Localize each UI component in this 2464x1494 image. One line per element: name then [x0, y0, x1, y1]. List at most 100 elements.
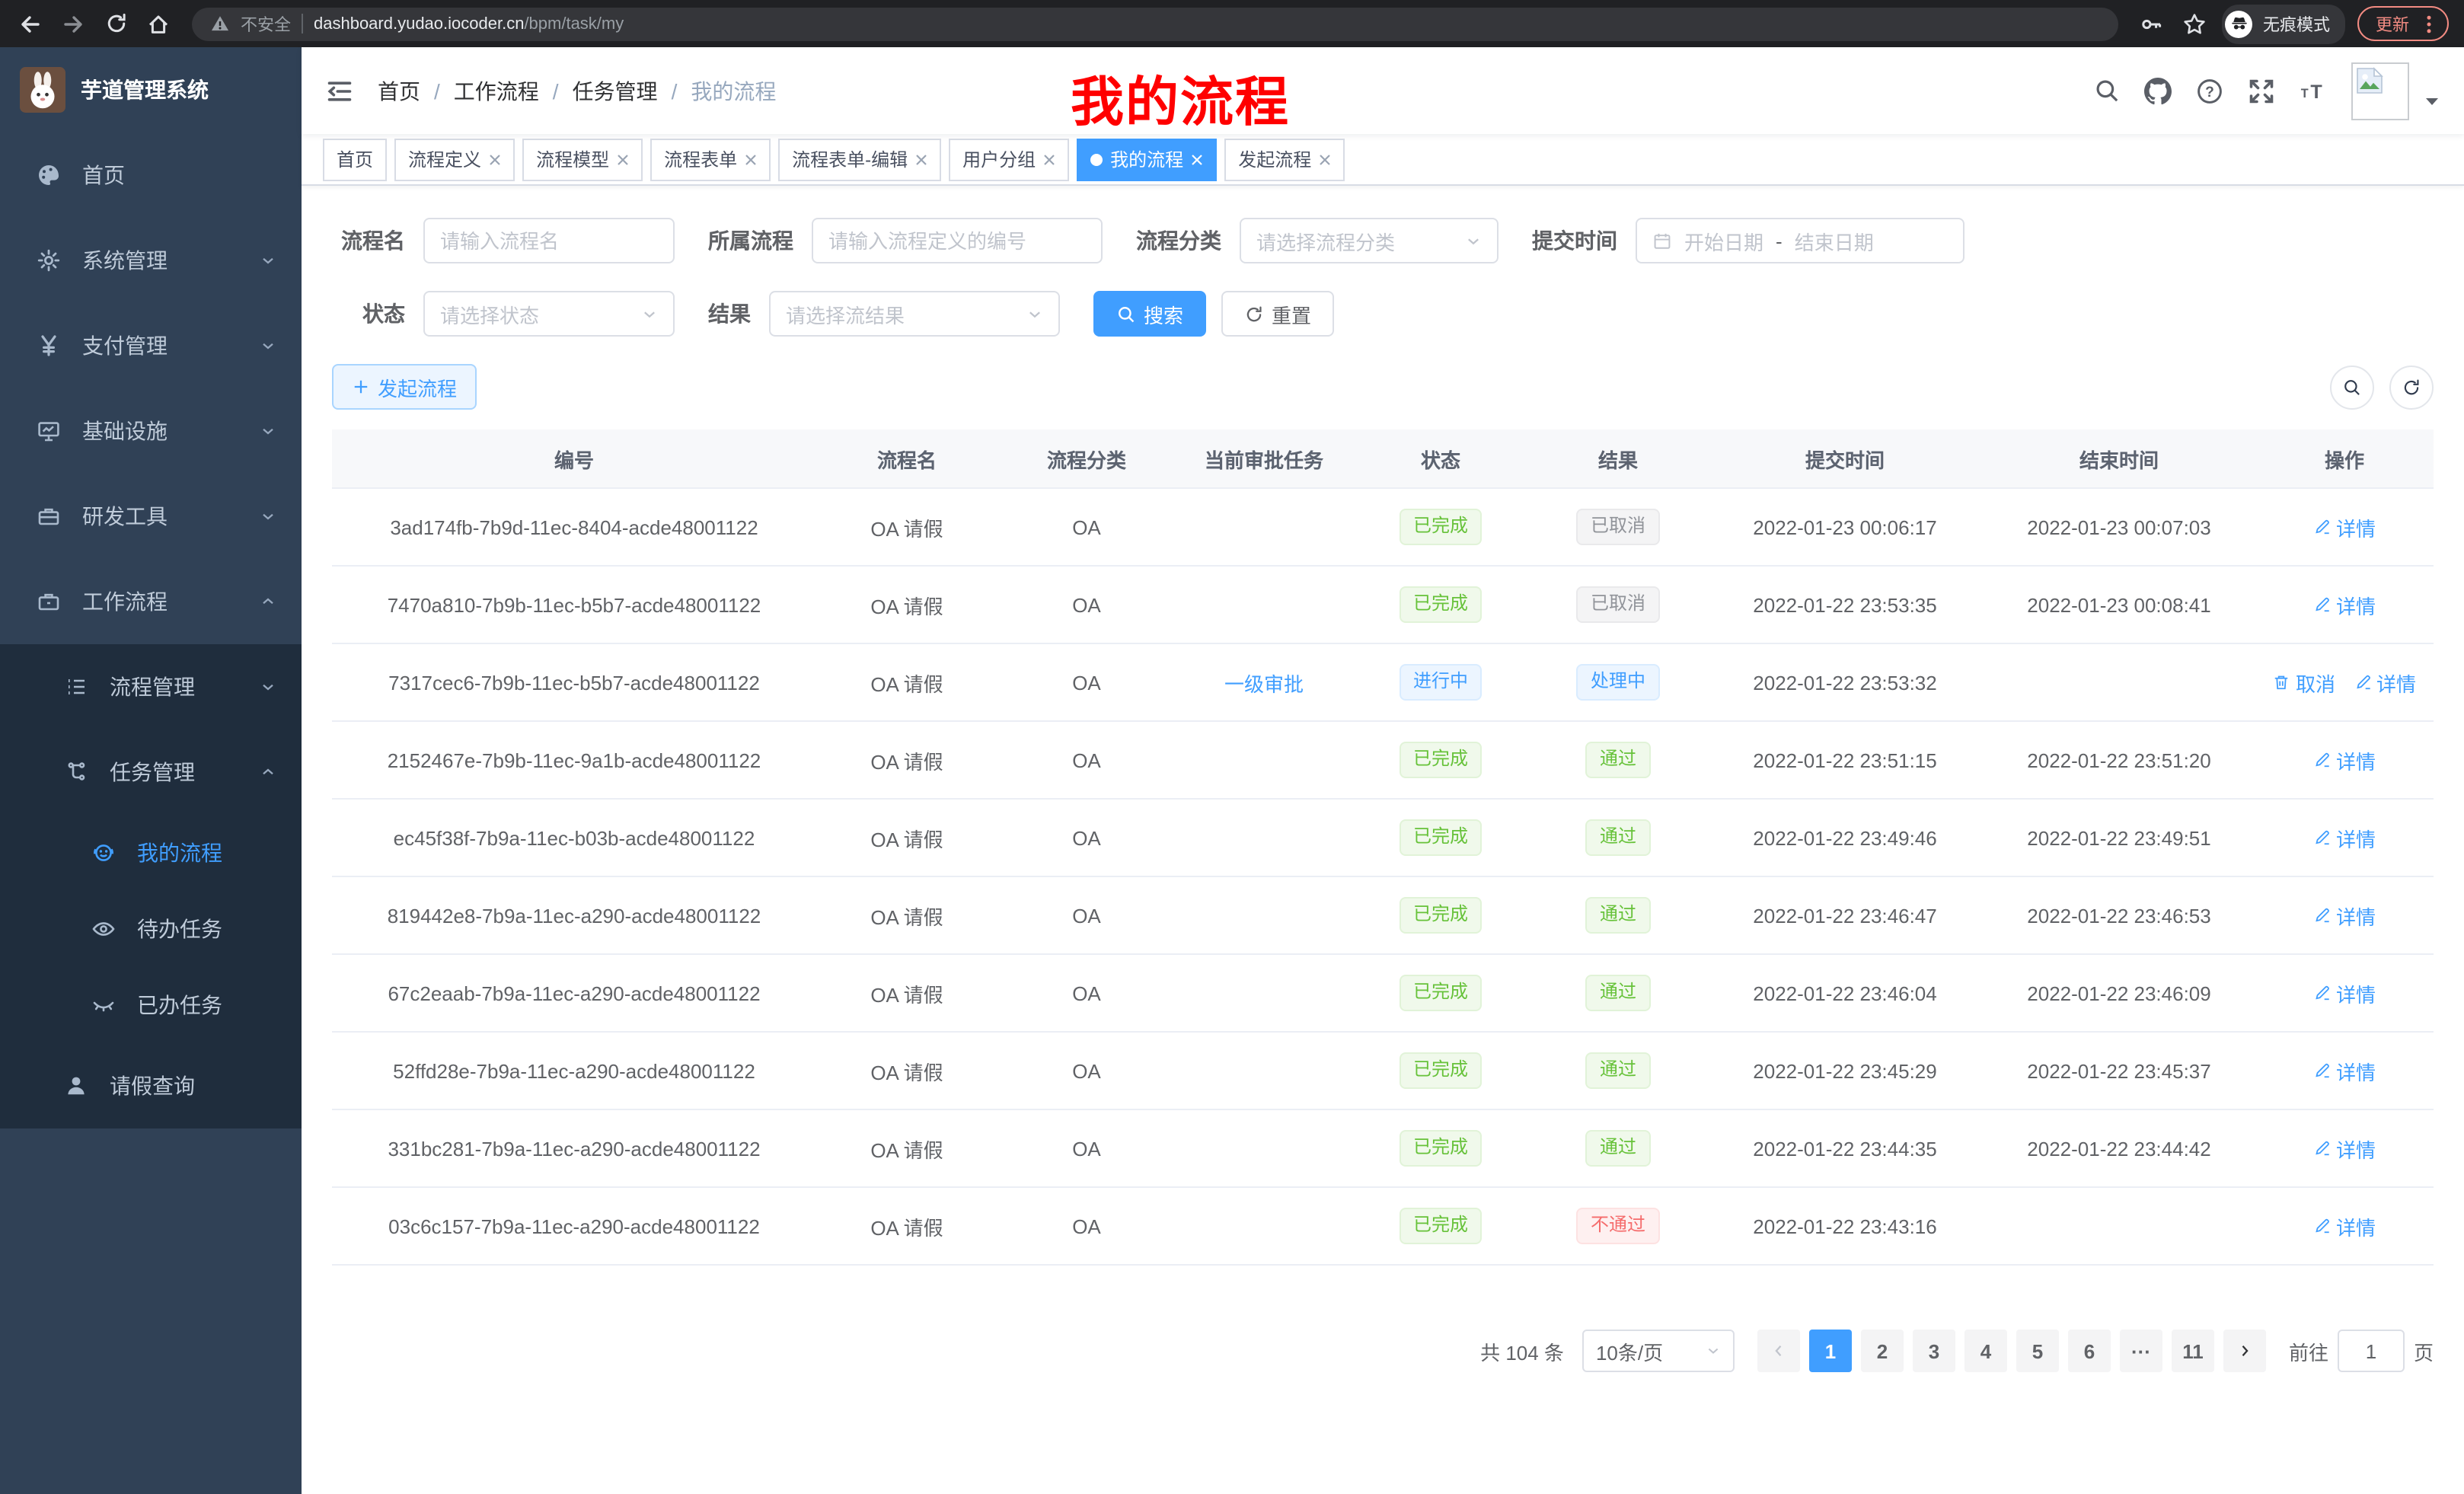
sidebar-item-todo-tasks[interactable]: 待办任务 [0, 891, 302, 967]
tab-process-form-edit[interactable]: 流程表单-编辑 [778, 138, 942, 180]
page-button-1[interactable]: 1 [1808, 1330, 1852, 1372]
search-button[interactable]: 搜索 [1093, 291, 1207, 337]
page-size-select[interactable]: 10条/页 [1581, 1330, 1735, 1372]
briefcase-icon [37, 589, 61, 614]
detail-link[interactable]: 详情 [2313, 745, 2376, 774]
process-name-input[interactable] [423, 218, 675, 263]
cell-end-time: 2022-01-22 23:51:20 [1983, 721, 2255, 800]
help-icon[interactable]: ? [2196, 77, 2223, 104]
browser-reload-icon[interactable] [101, 8, 131, 39]
detail-link[interactable]: 详情 [2313, 590, 2376, 619]
edit-icon [2356, 675, 2370, 690]
tab-user-group[interactable]: 用户分组 [949, 138, 1070, 180]
refresh-table-button[interactable] [2389, 365, 2434, 409]
sidebar-item-task-management[interactable]: 任务管理 [0, 729, 302, 815]
goto-label: 前往 [2288, 1341, 2328, 1364]
page-button-11[interactable]: 11 [2171, 1330, 2214, 1372]
browser-forward-icon[interactable] [58, 8, 88, 39]
sidebar-item-label: 支付管理 [82, 334, 168, 358]
tab-home[interactable]: 首页 [323, 138, 388, 180]
browser-back-icon[interactable] [15, 8, 46, 39]
current-task-link[interactable]: 一级审批 [1224, 672, 1304, 695]
sidebar-item-my-process[interactable]: 我的流程 [0, 815, 302, 891]
page-more-button[interactable]: ··· [2119, 1330, 2162, 1372]
bookmark-star-icon[interactable] [2179, 8, 2210, 39]
tab-close-icon[interactable] [1043, 153, 1055, 165]
detail-link[interactable]: 详情 [2313, 1211, 2376, 1240]
page-button-5[interactable]: 5 [2016, 1330, 2059, 1372]
sidebar-item-process-management[interactable]: 流程管理 [0, 644, 302, 729]
detail-link[interactable]: 详情 [2354, 668, 2416, 697]
breadcrumb-workflow[interactable]: 工作流程 [453, 78, 539, 103]
app-logo[interactable]: 芋道管理系统 [0, 47, 302, 132]
sidebar-item-payment[interactable]: 支付管理 [0, 303, 302, 388]
sidebar-collapse-icon[interactable] [326, 77, 353, 104]
page-button-4[interactable]: 4 [1964, 1330, 2007, 1372]
status-badge: 进行中 [1399, 664, 1482, 701]
user-avatar[interactable] [2351, 62, 2409, 120]
sidebar-item-leave-query[interactable]: 请假查询 [0, 1043, 302, 1128]
sidebar-item-label: 已办任务 [137, 993, 222, 1017]
detail-link[interactable]: 详情 [2313, 978, 2376, 1007]
warning-triangle-icon [210, 14, 230, 34]
avatar-caret-down-icon[interactable] [2424, 95, 2440, 107]
result-select[interactable]: 请选择流结果 [769, 291, 1060, 337]
tab-close-icon[interactable] [489, 153, 501, 165]
page-button-6[interactable]: 6 [2067, 1330, 2111, 1372]
tab-start-process[interactable]: 发起流程 [1224, 138, 1345, 180]
sidebar-item-devtools[interactable]: 研发工具 [0, 474, 302, 559]
detail-link[interactable]: 详情 [2313, 823, 2376, 852]
search-icon[interactable] [2092, 77, 2120, 104]
edit-icon [2316, 752, 2329, 768]
browser-menu-dots-icon[interactable] [2420, 13, 2438, 34]
status-badge: 已完成 [1399, 1130, 1482, 1167]
hide-search-button[interactable] [2330, 365, 2374, 409]
github-icon[interactable] [2144, 77, 2172, 104]
page-button-3[interactable]: 3 [1912, 1330, 1955, 1372]
goto-page-input[interactable] [2337, 1330, 2405, 1372]
breadcrumb-home[interactable]: 首页 [378, 78, 420, 103]
tab-process-definition[interactable]: 流程定义 [394, 138, 515, 180]
page-button-2[interactable]: 2 [1860, 1330, 1904, 1372]
next-page-button[interactable] [2223, 1330, 2266, 1372]
sidebar-item-done-tasks[interactable]: 已办任务 [0, 967, 302, 1043]
tab-close-icon[interactable] [617, 153, 629, 165]
process-def-input[interactable] [812, 218, 1103, 263]
detail-link[interactable]: 详情 [2313, 1056, 2376, 1085]
tab-close-icon[interactable] [1319, 153, 1331, 165]
breadcrumb-task-management[interactable]: 任务管理 [572, 78, 658, 103]
reset-button[interactable]: 重置 [1221, 291, 1335, 337]
sidebar-item-label: 流程管理 [110, 675, 195, 699]
tab-my-process[interactable]: 我的流程 [1077, 138, 1218, 180]
prev-page-button[interactable] [1757, 1330, 1800, 1372]
tab-process-form[interactable]: 流程表单 [650, 138, 771, 180]
chevron-up-icon [259, 592, 277, 611]
fullscreen-icon[interactable] [2248, 77, 2275, 104]
tab-close-icon[interactable] [915, 153, 927, 165]
sidebar-item-home[interactable]: 首页 [0, 132, 302, 218]
detail-link[interactable]: 详情 [2313, 1134, 2376, 1163]
submit-time-range-picker[interactable]: 开始日期 - 结束日期 [1636, 218, 1964, 263]
sidebar-item-infrastructure[interactable]: 基础设施 [0, 388, 302, 474]
sidebar-item-label: 首页 [82, 163, 125, 187]
detail-label: 详情 [2335, 1138, 2376, 1161]
sidebar-item-system[interactable]: 系统管理 [0, 218, 302, 303]
sidebar-item-workflow[interactable]: 工作流程 [0, 559, 302, 644]
tab-close-icon[interactable] [1191, 153, 1203, 165]
tab-process-model[interactable]: 流程模型 [522, 138, 643, 180]
browser-update-button[interactable]: 更新 [2357, 6, 2449, 41]
start-process-button[interactable]: 发起流程 [332, 364, 477, 410]
browser-home-icon[interactable] [143, 8, 174, 39]
password-key-icon[interactable] [2137, 8, 2167, 39]
detail-link[interactable]: 详情 [2313, 901, 2376, 930]
category-select[interactable]: 请选择流程分类 [1240, 218, 1499, 263]
cancel-link[interactable]: 取消 [2273, 668, 2335, 697]
detail-link[interactable]: 详情 [2313, 512, 2376, 541]
address-bar[interactable]: 不安全 dashboard.yudao.iocoder.cn/bpm/task/… [192, 7, 2118, 40]
tab-close-icon[interactable] [745, 153, 757, 165]
status-select[interactable]: 请选择状态 [423, 291, 675, 337]
result-badge: 已取消 [1576, 586, 1659, 623]
cell-id: 3ad174fb-7b9d-11ec-8404-acde48001122 [332, 488, 816, 567]
tab-label: 首页 [337, 149, 374, 171]
